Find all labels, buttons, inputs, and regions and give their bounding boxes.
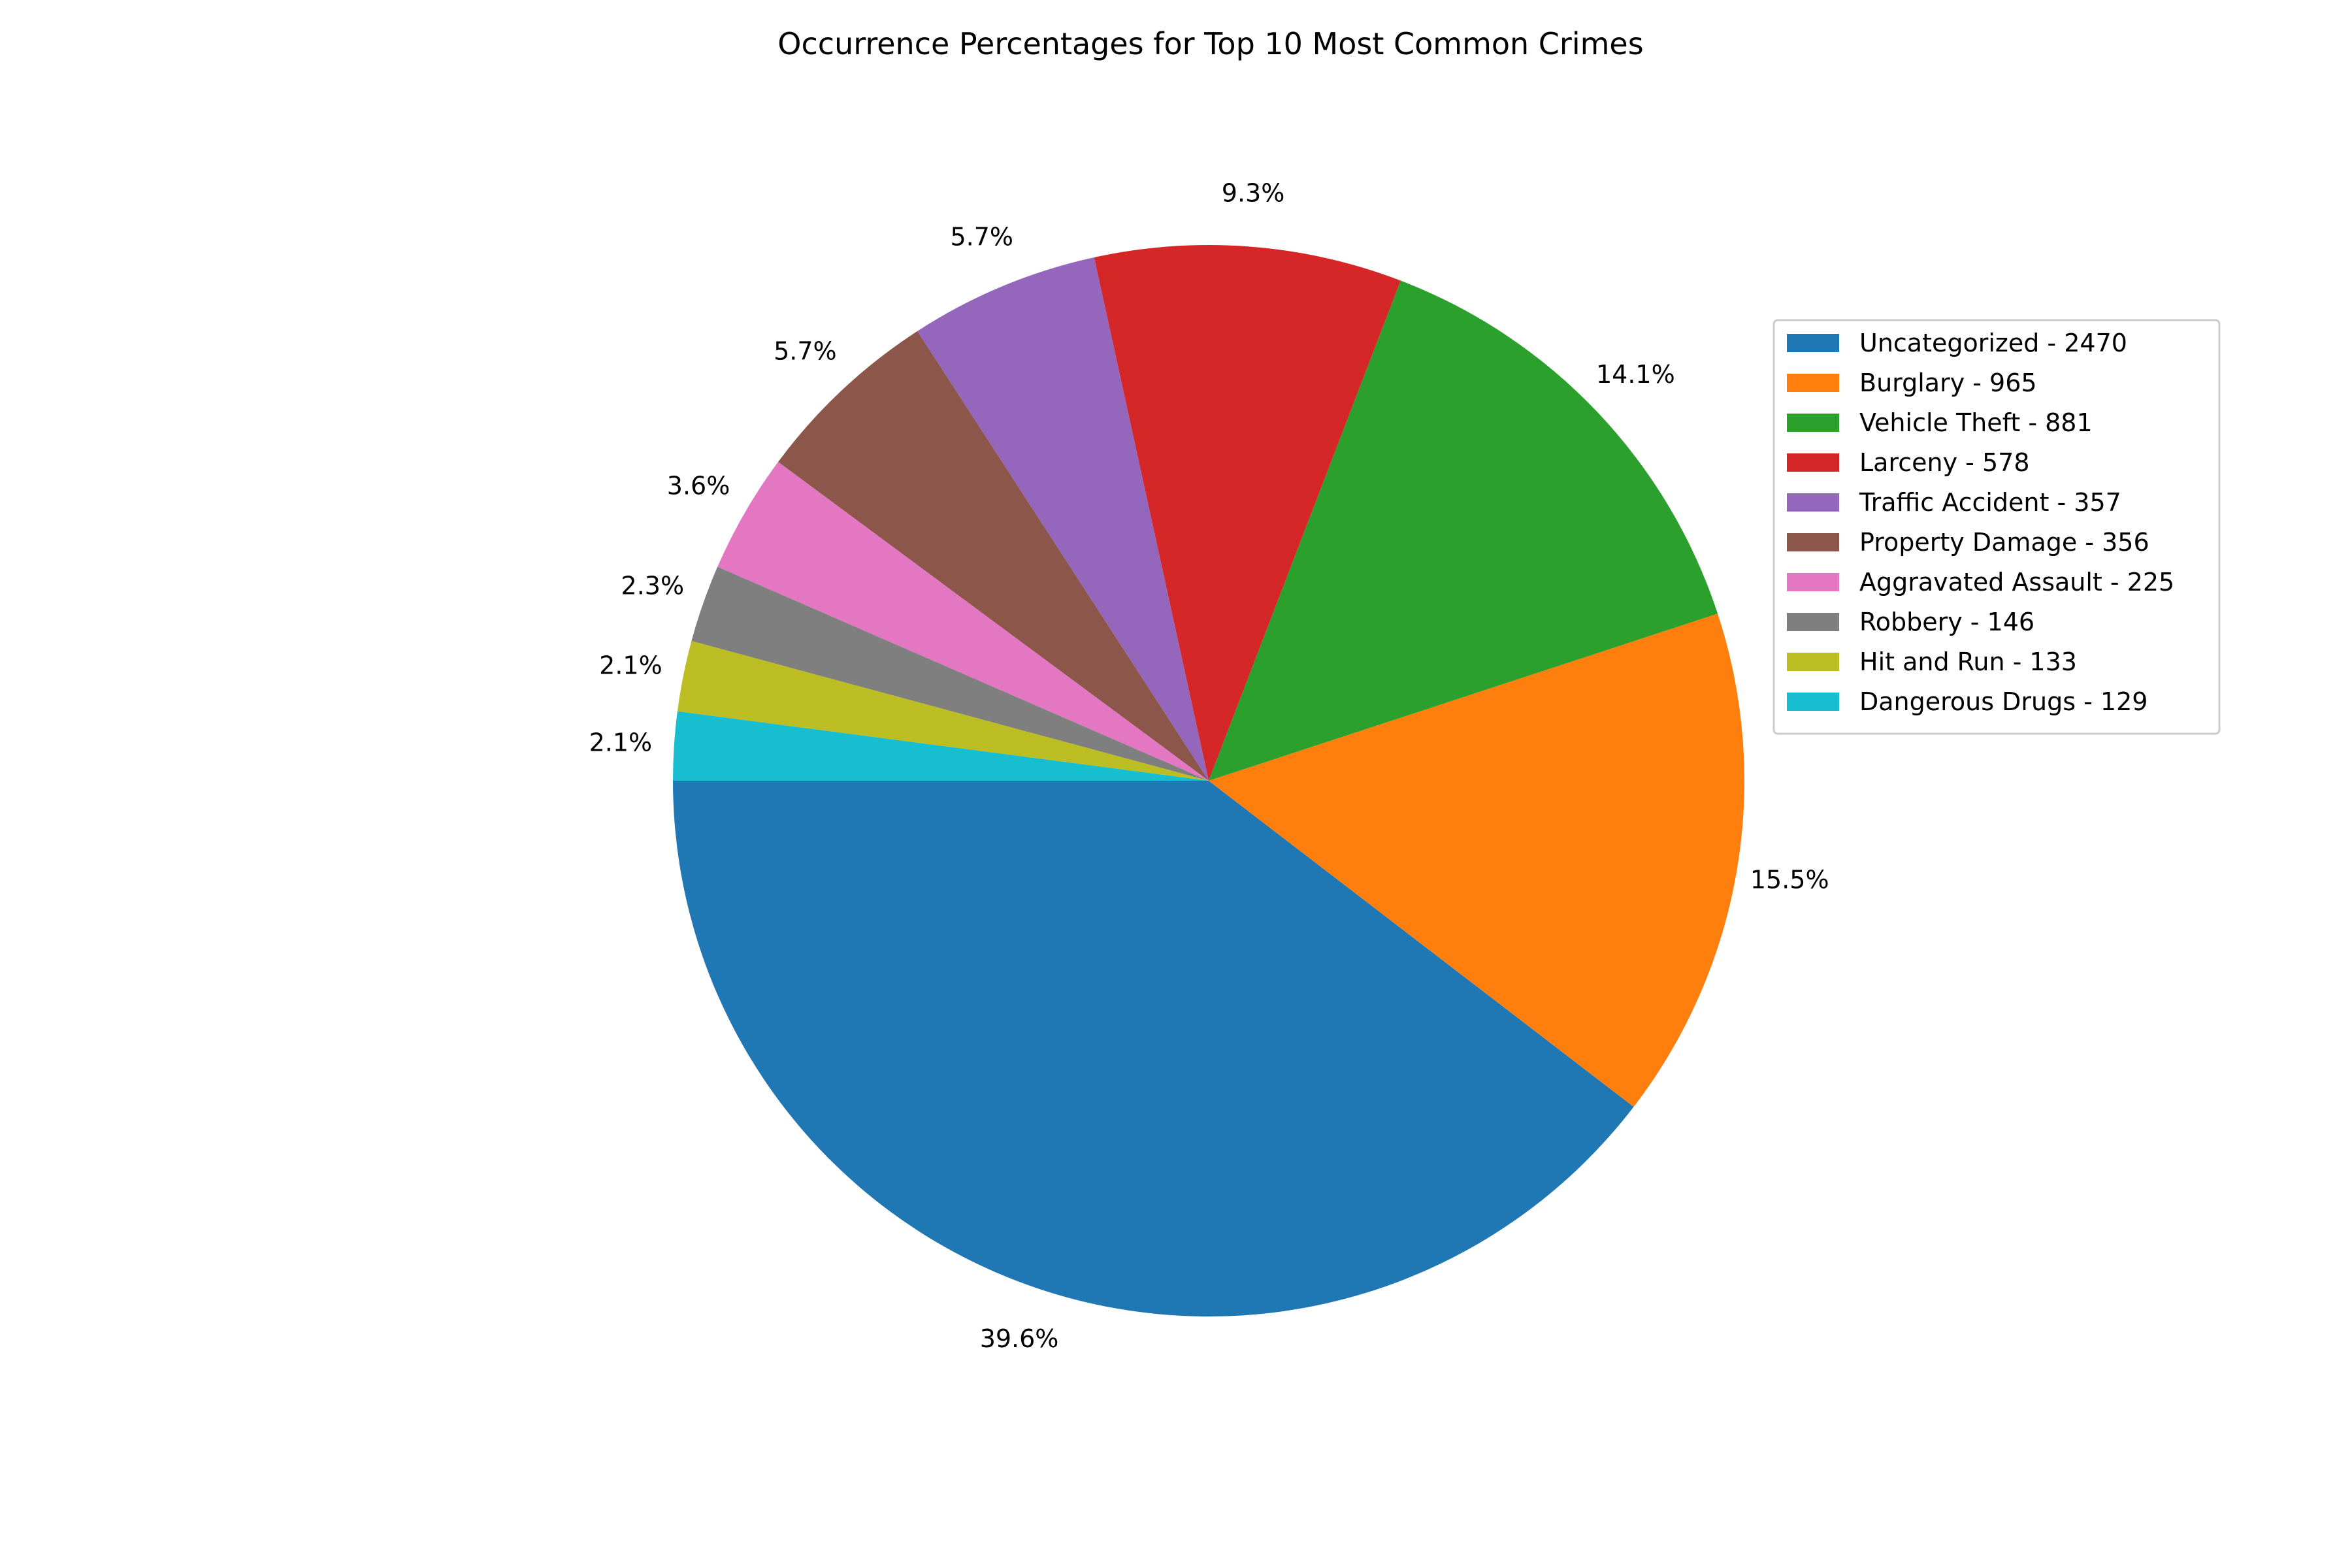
legend-swatch-uncategorized: [1787, 334, 1839, 352]
legend-frame: [1772, 319, 2221, 735]
percent-label-hit-and-run: 2.1%: [599, 651, 662, 680]
pie-slice-larceny: [1094, 244, 1401, 781]
legend-swatch-vehicle-theft: [1787, 414, 1839, 432]
legend-swatch-property-damage: [1787, 533, 1839, 551]
legend-label-vehicle-theft: Vehicle Theft - 881: [1859, 408, 2093, 437]
legend-swatch-robbery: [1787, 613, 1839, 631]
percent-label-property-damage: 5.7%: [774, 337, 837, 366]
pie-slice-hit-and-run: [677, 641, 1209, 781]
legend-swatch-burglary: [1787, 374, 1839, 392]
legend-swatch-aggravated-assault: [1787, 573, 1839, 591]
pie-slice-vehicle-theft: [1209, 280, 1718, 781]
percent-label-traffic-accident: 5.7%: [950, 223, 1013, 252]
legend-label-aggravated-assault: Aggravated Assault - 225: [1859, 568, 2174, 596]
percent-label-larceny: 9.3%: [1222, 179, 1285, 208]
percent-label-vehicle-theft: 14.1%: [1596, 360, 1675, 389]
pie-slice-robbery: [691, 566, 1209, 781]
percent-label-aggravated-assault: 3.6%: [667, 472, 730, 500]
percent-label-burglary: 15.5%: [1750, 865, 1829, 894]
legend-label-robbery: Robbery - 146: [1859, 608, 2034, 636]
percent-label-uncategorized: 39.6%: [980, 1324, 1059, 1353]
legend-label-property-damage: Property Damage - 356: [1859, 528, 2149, 557]
legend-swatch-traffic-accident: [1787, 493, 1839, 512]
percent-labels: 39.6% 15.5% 14.1% 9.3% 5.7% 5.7% 3.6% 2.3% 2.1% 2…: [589, 179, 1829, 1354]
legend-label-dangerous-drugs: Dangerous Drugs - 129: [1859, 687, 2148, 716]
legend-swatch-dangerous-drugs: [1787, 693, 1839, 711]
pie-slice-property-damage: [778, 331, 1209, 781]
pie-slice-aggravated-assault: [717, 462, 1209, 781]
percent-label-dangerous-drugs: 2.1%: [589, 728, 653, 757]
legend-label-hit-and-run: Hit and Run - 133: [1859, 647, 2077, 676]
pie-slice-burglary: [1209, 613, 1745, 1107]
legend-label-burglary: Burglary - 965: [1859, 368, 2037, 397]
legend-swatch-larceny: [1787, 453, 1839, 472]
pie-slice-uncategorized: [673, 781, 1634, 1316]
pie-slices: [673, 244, 1745, 1316]
legend-swatch-hit-and-run: [1787, 653, 1839, 671]
legend-label-traffic-accident: Traffic Accident - 357: [1859, 488, 2121, 517]
chart-title: Occurrence Percentages for Top 10 Most C…: [777, 26, 1643, 61]
legend-label-uncategorized: Uncategorized - 2470: [1859, 329, 2127, 357]
pie-slice-dangerous-drugs: [673, 711, 1209, 781]
legend: Uncategorized - 2470 Burglary - 965 Vehicl…: [1772, 319, 2221, 735]
pie-slice-traffic-accident: [917, 257, 1209, 781]
legend-label-larceny: Larceny - 578: [1859, 448, 2030, 477]
percent-label-robbery: 2.3%: [621, 571, 685, 600]
